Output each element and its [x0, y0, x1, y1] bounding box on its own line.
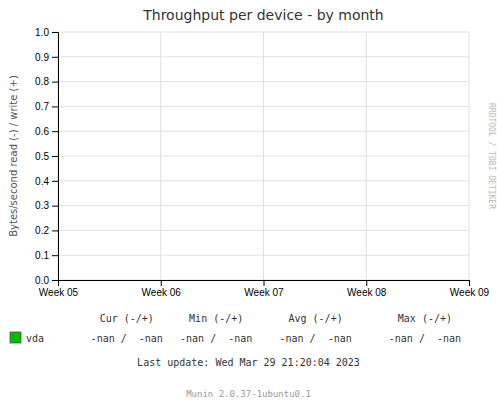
- y-tick-label: 0.4: [35, 176, 49, 187]
- y-tick: 0.3: [35, 200, 58, 211]
- y-tick: 0.4: [35, 176, 58, 187]
- y-tick-label: 0.9: [35, 52, 49, 63]
- x-tick: Week 08: [347, 280, 387, 298]
- plot: 0.0 0.1 0.2 0.3 0.4 0.5 0.6 0.7 0.8 0.9 1.0 Week 05…: [35, 27, 489, 298]
- y-tick-mark: [52, 131, 58, 132]
- legend: vda: [10, 332, 44, 344]
- legend-swatch: [10, 332, 21, 343]
- y-tick: 0.6: [35, 126, 58, 137]
- y-tick-label: 1.0: [35, 27, 49, 38]
- y-tick-mark: [52, 230, 58, 231]
- chart: Throughput per device - by month0.00.10.…: [0, 0, 497, 405]
- legend-column-header: Max (-/+): [398, 313, 452, 324]
- x-tick-mark: [161, 280, 162, 286]
- y-tick: 0.5: [35, 151, 58, 162]
- y-tick: 0.7: [35, 101, 58, 112]
- x-tick-mark: [469, 280, 470, 286]
- grid: [58, 32, 469, 280]
- last-update: Last update: Wed Mar 29 21:20:04 2023: [137, 357, 360, 368]
- grid-line: [469, 32, 470, 280]
- y-axis-line: [52, 33, 59, 281]
- y-tick-label: 0.3: [35, 200, 49, 211]
- y-axis-title: Bytes/second read (-) / write (+): [8, 75, 19, 237]
- x-tick-label: Week 09: [450, 287, 490, 298]
- y-axis: 0.0 0.1 0.2 0.3 0.4 0.5 0.6 0.7 0.8 0.9 1.0: [35, 27, 58, 286]
- y-tick: 0.0: [35, 275, 58, 286]
- y-tick-label: 0.5: [35, 151, 49, 162]
- legend-column-header: Avg (-/+): [289, 313, 343, 324]
- legend-label: vda: [26, 333, 44, 344]
- y-tick: 0.2: [35, 225, 58, 236]
- legend-value: -nan / -nan: [279, 333, 351, 344]
- y-tick-label: 0.8: [35, 76, 49, 87]
- y-tick-label: 0.7: [35, 101, 49, 112]
- legend-value: -nan / -nan: [389, 333, 461, 344]
- legend-value: -nan / -nan: [180, 333, 252, 344]
- y-tick-label: 0.2: [35, 225, 49, 236]
- y-tick-mark: [52, 206, 58, 207]
- side-text: RRDTOOL / TOBI OETIKER: [487, 103, 496, 209]
- y-tick-mark: [52, 32, 58, 33]
- x-tick-label: Week 06: [142, 287, 182, 298]
- x-tick: Week 09: [450, 280, 490, 298]
- grid-line: [160, 32, 161, 280]
- y-tick-mark: [52, 82, 58, 83]
- y-tick-mark: [52, 156, 58, 157]
- x-tick-mark: [58, 280, 59, 286]
- x-axis: Week 05 Week 06 Week 07 Week 08 Week 09: [39, 280, 490, 298]
- x-tick: Week 07: [244, 280, 284, 298]
- x-tick: Week 05: [39, 280, 79, 298]
- x-tick-mark: [264, 280, 265, 286]
- y-tick-mark: [52, 57, 58, 58]
- legend-column-header: Min (-/+): [189, 313, 243, 324]
- y-tick-label: 0.0: [35, 275, 49, 286]
- y-tick-label: 0.1: [35, 250, 49, 261]
- y-tick-mark: [52, 280, 58, 281]
- grid-line: [366, 32, 367, 280]
- y-tick-mark: [52, 106, 58, 107]
- y-tick: 1.0: [35, 27, 58, 38]
- legend-column-header: Cur (-/+): [100, 313, 154, 324]
- y-tick: 0.1: [35, 250, 58, 261]
- title: Throughput per device - by month: [142, 7, 383, 23]
- y-tick: 0.8: [35, 76, 58, 87]
- y-tick: 0.9: [35, 52, 58, 63]
- x-tick-label: Week 08: [347, 287, 387, 298]
- y-tick-label: 0.6: [35, 126, 49, 137]
- x-axis-line: [59, 281, 470, 287]
- x-tick-mark: [366, 280, 367, 286]
- x-tick-label: Week 05: [39, 287, 79, 298]
- y-tick-mark: [52, 255, 58, 256]
- x-tick: Week 06: [142, 280, 182, 298]
- y-tick-mark: [52, 181, 58, 182]
- watermark: Munin 2.0.37-1ubuntu0.1: [186, 389, 311, 399]
- legend-value: -nan / -nan: [91, 333, 163, 344]
- grid-line: [263, 32, 264, 280]
- x-tick-label: Week 07: [244, 287, 284, 298]
